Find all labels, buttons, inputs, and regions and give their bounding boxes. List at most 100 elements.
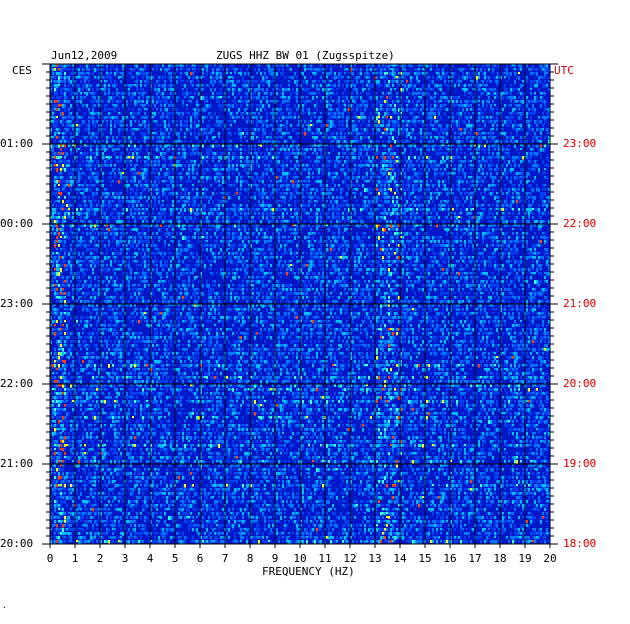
heatmap-cell xyxy=(168,176,170,180)
heatmap-cell xyxy=(482,172,484,176)
heatmap-cell xyxy=(422,68,424,71)
heatmap-cell xyxy=(394,112,396,115)
heatmap-cell xyxy=(298,108,300,111)
heatmap-cell xyxy=(230,112,232,116)
heatmap-cell xyxy=(50,64,52,68)
heatmap-cell xyxy=(306,192,308,195)
heatmap-cell xyxy=(164,96,166,100)
heatmap-cell xyxy=(332,180,334,184)
heatmap-cell xyxy=(142,176,144,180)
heatmap-cell xyxy=(398,140,400,144)
heatmap-cell xyxy=(198,124,200,127)
heatmap-cell xyxy=(404,176,406,179)
heatmap-cell xyxy=(78,76,80,79)
heatmap-cell xyxy=(450,100,452,103)
heatmap-cell xyxy=(226,104,228,107)
heatmap-cell xyxy=(458,184,460,188)
heatmap-cell xyxy=(184,156,186,159)
heatmap-cell xyxy=(484,192,486,195)
heatmap-cell xyxy=(232,172,234,175)
heatmap-cell xyxy=(122,76,124,80)
heatmap-cell xyxy=(184,188,186,192)
heatmap-cell xyxy=(262,84,264,87)
heatmap-cell xyxy=(462,68,464,71)
heatmap-cell xyxy=(398,72,400,75)
heatmap-cell xyxy=(322,96,324,100)
heatmap-cell xyxy=(256,176,258,180)
heatmap-cell xyxy=(346,120,348,123)
heatmap-cell xyxy=(164,104,166,107)
heatmap-cell xyxy=(548,140,550,144)
heatmap-cell xyxy=(396,164,398,168)
heatmap-cell xyxy=(286,104,288,108)
heatmap-cell xyxy=(126,148,128,151)
heatmap-cell xyxy=(240,188,242,191)
heatmap-cell xyxy=(442,92,444,95)
heatmap-cell xyxy=(278,124,280,128)
heatmap-cell xyxy=(136,148,138,151)
heatmap-cell xyxy=(526,112,528,116)
heatmap-cell xyxy=(162,112,164,116)
heatmap-cell xyxy=(520,92,522,95)
heatmap-cell xyxy=(430,68,432,71)
heatmap-cell xyxy=(430,192,432,196)
heatmap-cell xyxy=(134,136,136,140)
heatmap-cell xyxy=(176,96,178,100)
heatmap-cell xyxy=(162,92,164,96)
heatmap-cell xyxy=(176,68,178,72)
heatmap-cell xyxy=(436,84,438,88)
heatmap-cell xyxy=(186,88,188,92)
heatmap-cell xyxy=(248,144,250,148)
heatmap-cell xyxy=(386,160,388,163)
heatmap-cell xyxy=(434,128,436,131)
heatmap-cell xyxy=(468,164,470,167)
heatmap-cell xyxy=(92,192,94,196)
heatmap-cell xyxy=(272,64,274,67)
heatmap-cell xyxy=(408,196,410,200)
heatmap-cell xyxy=(502,172,504,176)
heatmap-cell xyxy=(464,88,466,92)
heatmap-cell xyxy=(478,124,480,127)
heatmap-cell xyxy=(194,124,196,128)
heatmap-cell xyxy=(498,144,500,148)
heatmap-cell xyxy=(52,96,54,100)
heatmap-cell xyxy=(138,92,140,95)
heatmap-cell xyxy=(428,144,430,148)
heatmap-cell xyxy=(426,160,428,163)
heatmap-cell xyxy=(470,116,472,119)
heatmap-cell xyxy=(90,180,92,183)
heatmap-cell xyxy=(142,92,144,96)
heatmap-cell xyxy=(520,128,522,132)
heatmap-cell xyxy=(430,156,432,159)
heatmap-cell xyxy=(88,188,90,192)
heatmap-cell xyxy=(366,76,368,79)
heatmap-cell xyxy=(138,140,140,144)
heatmap-cell xyxy=(248,148,250,152)
heatmap-cell xyxy=(518,108,520,111)
heatmap-cell xyxy=(506,92,508,95)
heatmap-cell xyxy=(506,120,508,123)
heatmap-cell xyxy=(518,88,520,92)
heatmap-cell xyxy=(402,124,404,128)
heatmap-cell xyxy=(294,128,296,131)
heatmap-cell xyxy=(420,196,422,199)
heatmap-cell xyxy=(146,156,148,159)
heatmap-cell xyxy=(454,164,456,167)
heatmap-cell xyxy=(220,168,222,171)
heatmap-cell xyxy=(62,184,64,188)
heatmap-cell xyxy=(126,124,128,127)
heatmap-cell xyxy=(456,140,458,144)
heatmap-cell xyxy=(114,84,116,88)
heatmap-cell xyxy=(154,160,156,163)
heatmap-cell xyxy=(248,80,250,84)
heatmap-cell xyxy=(248,88,250,92)
heatmap-cell xyxy=(132,116,134,119)
heatmap-cell xyxy=(464,68,466,71)
heatmap-cell xyxy=(348,156,350,160)
heatmap-cell xyxy=(466,180,468,184)
heatmap-cell xyxy=(212,160,214,163)
heatmap-cell xyxy=(278,64,280,67)
heatmap-cell xyxy=(88,128,90,132)
heatmap-cell xyxy=(472,88,474,91)
heatmap-cell xyxy=(340,76,342,80)
